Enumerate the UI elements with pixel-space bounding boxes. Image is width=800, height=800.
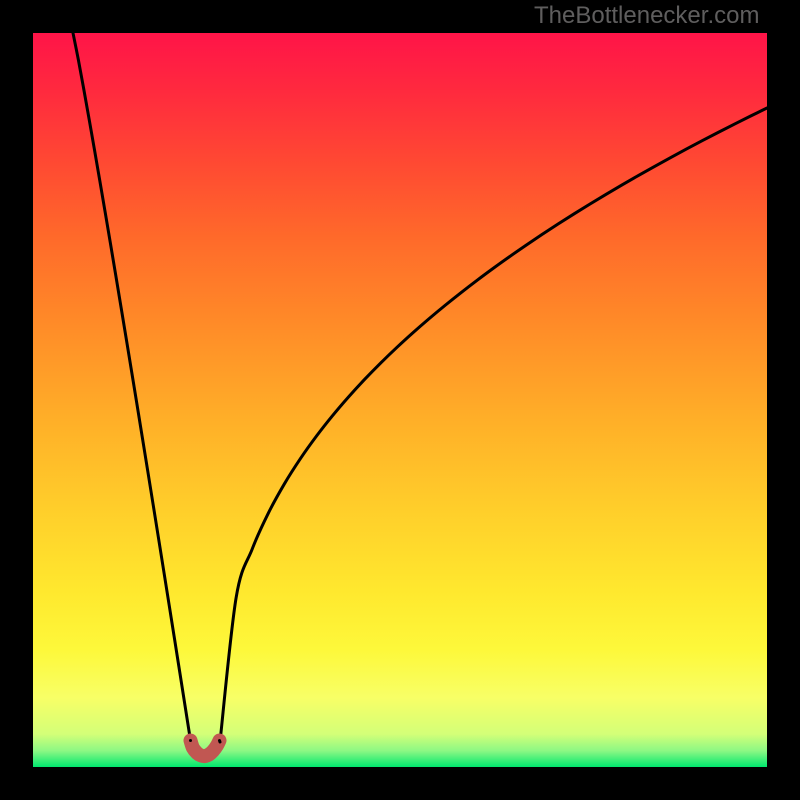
- bottleneck-curve: [0, 0, 800, 800]
- curve-left-branch: [73, 33, 191, 741]
- watermark-text: TheBottlenecker.com: [534, 2, 759, 30]
- curve-right-branch: [220, 108, 767, 742]
- curve-valley: [191, 741, 220, 757]
- curve-right-connector: [220, 741, 221, 743]
- figure-stage: TheBottlenecker.com: [0, 0, 800, 800]
